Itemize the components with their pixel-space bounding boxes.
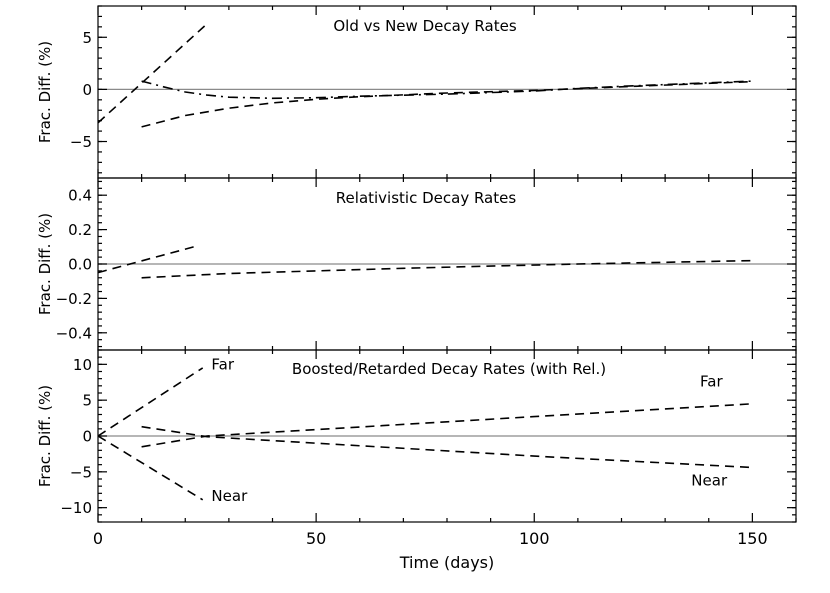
x-tick-label: 50 [306, 529, 326, 548]
annotation-label: Far [700, 373, 723, 391]
y-tick-label: 5 [82, 392, 92, 410]
y-axis-label: Frac. Diff. (%) [36, 213, 54, 315]
y-tick-label: 0 [82, 81, 92, 99]
annotation-label: Near [211, 487, 248, 505]
panel-title: Relativistic Decay Rates [336, 189, 517, 207]
y-tick-label: −0.4 [56, 324, 92, 342]
x-tick-label: 150 [737, 529, 768, 548]
y-tick-label: 0.2 [68, 221, 92, 239]
x-tick-label: 100 [519, 529, 550, 548]
y-tick-label: 10 [73, 356, 92, 374]
y-tick-label: −5 [70, 133, 92, 151]
panel-old-vs-new: Old vs New Decay Rates Frac. Diff. (%) −… [36, 5, 797, 179]
series-line-2 [141, 80, 753, 100]
series-line-1 [97, 435, 204, 501]
series-line-3 [141, 425, 753, 469]
series-line-0 [97, 246, 195, 274]
series-line-0 [97, 23, 208, 124]
y-axis-label: Frac. Diff. (%) [36, 385, 54, 487]
series-line-1 [141, 259, 753, 279]
x-tick-label: 0 [93, 529, 103, 548]
y-tick-label: −0.2 [56, 290, 92, 308]
series-line-2 [141, 403, 753, 448]
panel-title: Old vs New Decay Rates [333, 17, 516, 35]
y-tick-label: 5 [82, 29, 92, 47]
y-tick-label: 0 [82, 428, 92, 446]
y-tick-label: −10 [60, 499, 92, 517]
series-line-1 [141, 80, 753, 128]
panel-title: Boosted/Retarded Decay Rates (with Rel.) [292, 360, 606, 378]
x-axis-label: Time (days) [399, 553, 495, 572]
panel-boosted-retarded: Boosted/Retarded Decay Rates (with Rel.)… [36, 349, 797, 572]
annotation-label: Near [691, 471, 728, 489]
y-tick-label: −5 [70, 463, 92, 481]
annotation-label: Far [211, 355, 234, 373]
y-axis-label: Frac. Diff. (%) [36, 41, 54, 143]
y-tick-label: 0.0 [68, 256, 92, 274]
panel-relativistic: Relativistic Decay Rates Frac. Diff. (%)… [36, 177, 797, 351]
y-tick-label: 0.4 [68, 187, 92, 205]
series-line-0 [97, 367, 204, 437]
